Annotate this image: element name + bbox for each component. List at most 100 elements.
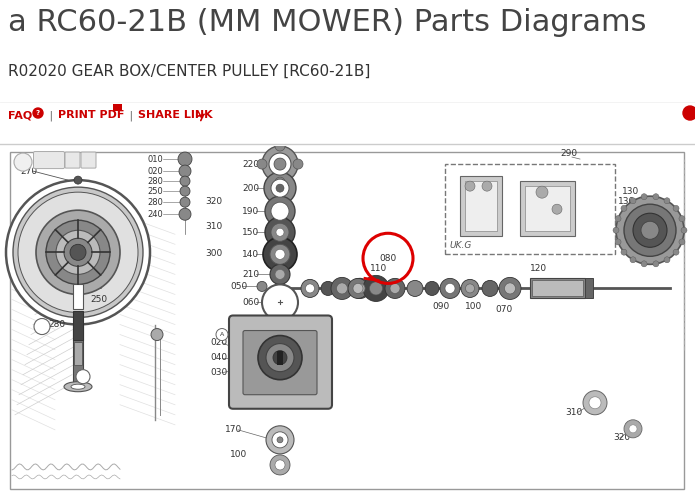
Circle shape: [262, 146, 298, 182]
Text: 030: 030: [210, 368, 227, 377]
Circle shape: [216, 329, 228, 341]
Circle shape: [407, 280, 423, 297]
Text: a RC60-21B (MM MOWER) Parts Diagrams: a RC60-21B (MM MOWER) Parts Diagrams: [8, 8, 646, 37]
Circle shape: [271, 223, 289, 241]
Bar: [530, 278, 585, 298]
Circle shape: [353, 284, 363, 294]
FancyBboxPatch shape: [229, 315, 332, 409]
Circle shape: [272, 432, 288, 448]
Text: 190: 190: [242, 207, 259, 216]
Bar: [73, 285, 83, 309]
Circle shape: [263, 237, 297, 271]
Circle shape: [34, 318, 50, 335]
Text: 130: 130: [622, 187, 639, 196]
Circle shape: [440, 278, 460, 298]
Circle shape: [482, 181, 492, 191]
Circle shape: [306, 284, 315, 293]
Text: 050: 050: [230, 282, 247, 291]
Circle shape: [275, 269, 285, 279]
Circle shape: [552, 204, 562, 214]
Text: 260: 260: [86, 282, 103, 291]
FancyBboxPatch shape: [81, 152, 96, 168]
Circle shape: [275, 460, 285, 470]
Text: 270: 270: [41, 155, 57, 164]
Text: 200: 200: [242, 184, 259, 193]
Circle shape: [277, 437, 283, 443]
Text: 110: 110: [370, 264, 387, 273]
Text: 115: 115: [633, 235, 651, 245]
Circle shape: [76, 370, 90, 384]
Circle shape: [355, 284, 365, 294]
Text: A: A: [40, 324, 44, 330]
Text: 140: 140: [242, 250, 259, 259]
Text: 070: 070: [495, 305, 512, 314]
Text: SHARE LINK: SHARE LINK: [138, 110, 213, 120]
Circle shape: [321, 281, 335, 296]
Circle shape: [664, 198, 670, 204]
Circle shape: [445, 284, 455, 294]
Circle shape: [266, 344, 294, 372]
Circle shape: [270, 264, 290, 285]
Circle shape: [262, 285, 298, 321]
Text: +: +: [19, 157, 27, 167]
Circle shape: [36, 210, 120, 295]
Circle shape: [465, 181, 475, 191]
Circle shape: [180, 176, 190, 186]
Circle shape: [466, 284, 475, 293]
Circle shape: [621, 205, 627, 211]
Bar: [585, 278, 593, 298]
Circle shape: [266, 426, 294, 454]
Circle shape: [615, 239, 621, 245]
Ellipse shape: [71, 384, 85, 389]
Text: 150: 150: [242, 228, 259, 237]
Circle shape: [641, 221, 659, 239]
Circle shape: [64, 238, 92, 266]
Circle shape: [276, 228, 284, 236]
Text: 320: 320: [205, 197, 222, 206]
Text: 320: 320: [613, 433, 630, 442]
Circle shape: [664, 257, 670, 263]
Circle shape: [180, 186, 190, 196]
Text: 250: 250: [147, 187, 163, 196]
Circle shape: [683, 106, 695, 120]
Text: PRINT PDF: PRINT PDF: [58, 110, 124, 120]
Text: FAQ: FAQ: [8, 110, 32, 120]
Circle shape: [275, 177, 285, 187]
Bar: [74, 342, 82, 365]
Text: 220: 220: [242, 159, 259, 169]
Circle shape: [583, 391, 607, 415]
Circle shape: [14, 153, 32, 171]
FancyBboxPatch shape: [460, 176, 502, 236]
Bar: [445, 164, 615, 254]
Text: 120: 120: [530, 264, 547, 273]
Circle shape: [641, 194, 647, 199]
Circle shape: [6, 180, 150, 325]
Circle shape: [271, 202, 289, 220]
Circle shape: [257, 159, 267, 169]
Circle shape: [265, 196, 295, 226]
Circle shape: [179, 208, 191, 220]
Circle shape: [624, 204, 676, 256]
FancyBboxPatch shape: [465, 181, 497, 231]
Circle shape: [681, 227, 687, 233]
Text: 040: 040: [210, 353, 227, 362]
Circle shape: [536, 186, 548, 198]
Text: 130: 130: [618, 197, 635, 206]
Bar: [113, 104, 122, 111]
Circle shape: [425, 281, 439, 296]
Text: 020: 020: [147, 167, 163, 176]
FancyBboxPatch shape: [33, 151, 65, 169]
Text: 270: 270: [20, 167, 37, 176]
Circle shape: [482, 280, 498, 297]
Text: |: |: [126, 110, 137, 120]
Circle shape: [679, 216, 685, 222]
Circle shape: [673, 249, 679, 255]
Circle shape: [276, 184, 284, 192]
FancyBboxPatch shape: [65, 152, 80, 168]
Circle shape: [18, 192, 138, 312]
Circle shape: [151, 329, 163, 341]
Circle shape: [499, 277, 521, 299]
Text: 100: 100: [230, 450, 247, 459]
Circle shape: [348, 278, 368, 298]
Text: 020: 020: [210, 338, 227, 347]
